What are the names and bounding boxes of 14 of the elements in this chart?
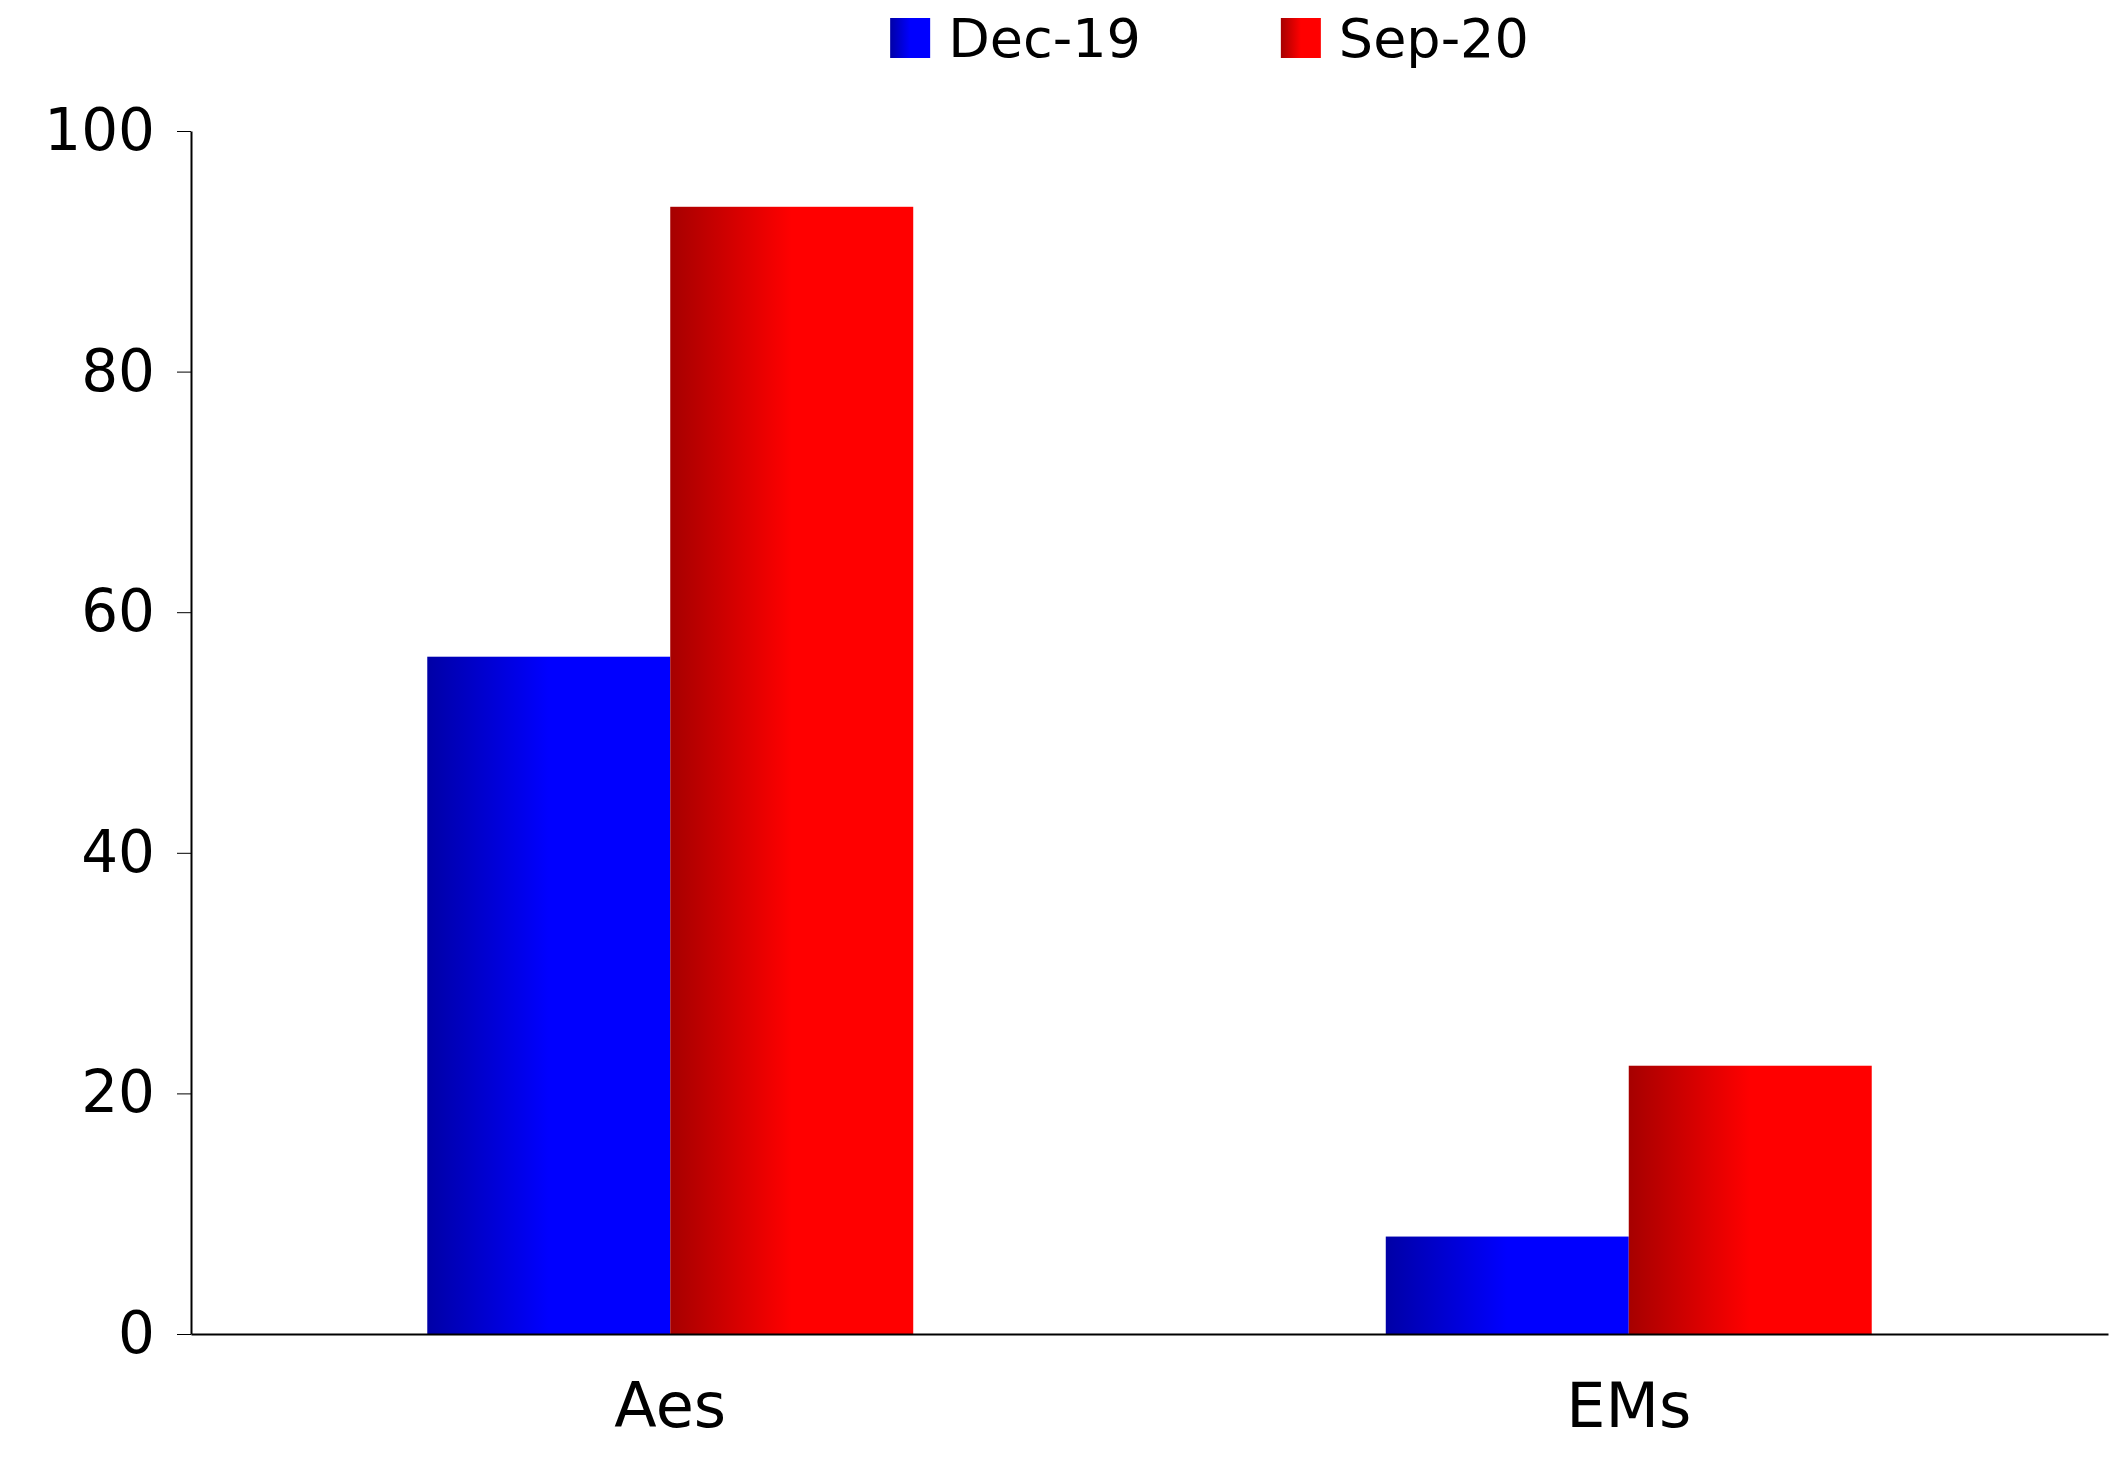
legend-label: Dec-19	[948, 6, 1141, 70]
bar	[670, 206, 914, 1334]
bar	[1385, 1236, 1629, 1334]
bar	[427, 656, 671, 1334]
y-tick-label: 0	[118, 1299, 155, 1368]
legend-label: Sep-20	[1338, 6, 1529, 70]
y-tick-label: 60	[81, 577, 155, 646]
bar	[1628, 1065, 1872, 1334]
x-tick-label: EMs	[1566, 1368, 1692, 1442]
y-tick-label: 100	[44, 96, 155, 165]
x-tick-label: Aes	[614, 1368, 727, 1442]
y-tick-label: 40	[81, 817, 155, 886]
y-tick-label: 20	[81, 1058, 155, 1127]
y-tick-label: 80	[81, 336, 155, 405]
